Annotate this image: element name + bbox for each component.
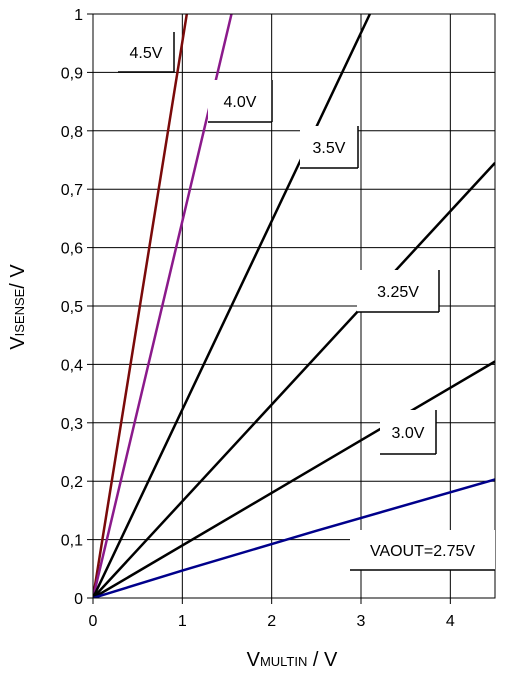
line-label-0: 4.5V	[118, 32, 175, 73]
line-labels: 4.5V 4.0V 3.5V 3.25V 3.0V VAOUT=2.75V	[118, 32, 495, 571]
line-label-bg-0	[118, 32, 174, 72]
y-tick-label-7: 0,7	[61, 182, 83, 199]
line-label-bg-4	[380, 410, 436, 454]
line-label-1: 4.0V	[208, 80, 273, 123]
line-label-bg-3	[357, 270, 439, 312]
y-axis-title: VISENSE/ V	[7, 264, 29, 350]
line-label-text-5: VAOUT=2.75V	[370, 543, 475, 560]
x-tick-label-1: 1	[178, 613, 187, 630]
series-lines	[93, 14, 495, 598]
y-tick-label-1: 0,1	[61, 533, 83, 550]
line-label-text-3: 3.25V	[377, 284, 419, 301]
line-label-bg-1	[208, 80, 272, 122]
y-tick-label-5: 0,5	[61, 299, 83, 316]
y-tick-label-3: 0,3	[61, 416, 83, 433]
line-label-text-1: 4.0V	[224, 94, 257, 111]
line-label-bg-2	[300, 126, 358, 168]
y-axis-title-main: V	[7, 336, 29, 350]
y-tick-label-10: 1	[74, 7, 83, 24]
line-label-4: 3.0V	[380, 410, 437, 455]
x-axis-title-unit: / V	[307, 649, 338, 671]
x-tick-label-0: 0	[89, 613, 98, 630]
series-line-0	[93, 14, 189, 598]
y-axis-title-sub: ISENSE	[12, 288, 27, 336]
y-tick-label-6: 0,6	[61, 241, 83, 258]
line-label-text-4: 3.0V	[392, 425, 425, 442]
x-axis-ticks: 0 1 2 3 4	[89, 598, 455, 630]
series-line-3	[93, 162, 495, 598]
series-line-4	[93, 360, 495, 598]
y-axis-title-unit: / V	[7, 264, 29, 289]
line-label-2: 3.5V	[300, 126, 359, 169]
y-tick-label-0: 0	[74, 591, 83, 608]
y-tick-label-4: 0,4	[61, 357, 83, 374]
plot-area	[92, 13, 496, 599]
line-label-bg-5	[350, 530, 495, 570]
x-axis-title-sub: MULTIN	[260, 654, 307, 669]
line-label-text-0: 4.5V	[130, 45, 163, 62]
line-label-3: 3.25V	[357, 270, 440, 313]
y-tick-label-9: 0,9	[61, 65, 83, 82]
y-axis-ticks: 0 0,1 0,2 0,3 0,4 0,5 0,6 0,7 0,8 0,9 1	[61, 7, 93, 608]
x-axis-title-main: V	[247, 649, 261, 671]
y-tick-label-2: 0,2	[61, 474, 83, 491]
x-tick-label-2: 2	[267, 613, 276, 630]
line-label-text-2: 3.5V	[313, 140, 346, 157]
x-tick-label-4: 4	[446, 613, 455, 630]
y-tick-label-8: 0,8	[61, 124, 83, 141]
x-axis-title: VMULTIN / V	[247, 649, 338, 671]
series-line-2	[93, 14, 372, 598]
series-line-5	[93, 478, 495, 598]
x-tick-label-3: 3	[357, 613, 366, 630]
line-label-5: VAOUT=2.75V	[350, 530, 495, 571]
